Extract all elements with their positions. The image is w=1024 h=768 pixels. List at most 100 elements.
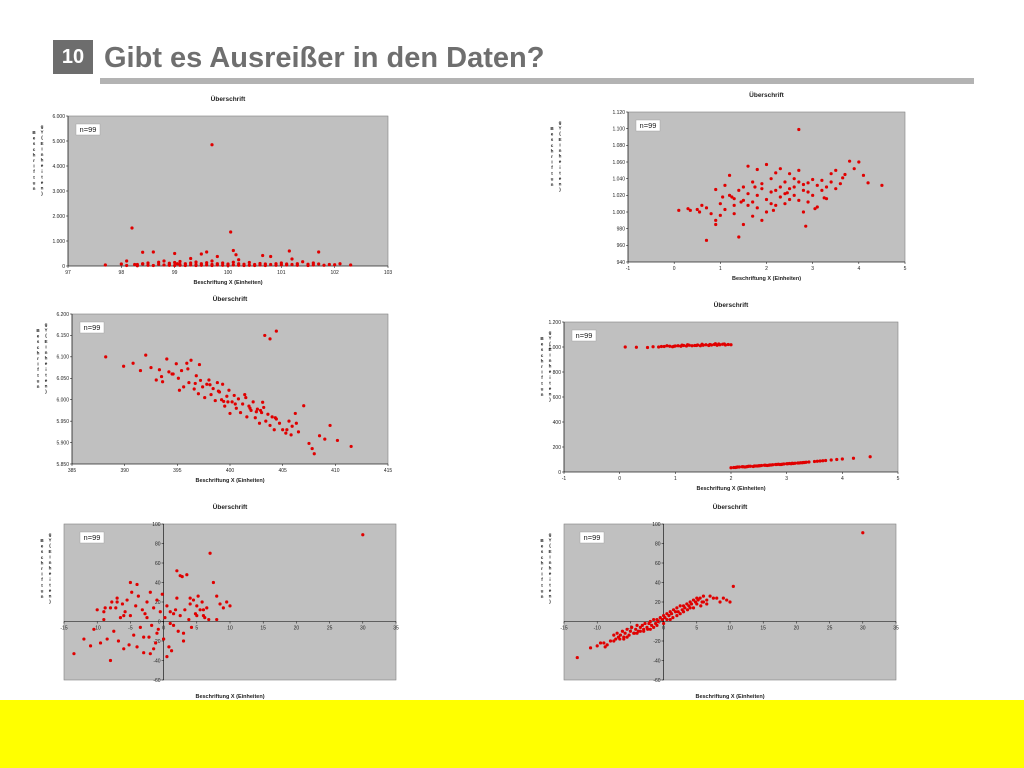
data-point [752,464,756,468]
data-point [663,616,667,620]
x-tick-label: 15 [260,626,266,632]
data-point [668,617,672,622]
y-tick-label: 60 [655,561,661,567]
data-point [618,637,622,641]
data-point [115,600,119,604]
data-point [741,185,746,189]
x-tick-label: -5 [128,626,133,632]
data-point [822,196,826,200]
x-tick-label: 30 [860,626,866,632]
data-point [185,573,189,577]
data-point [213,398,217,403]
data-point [227,388,231,392]
data-point [615,631,619,635]
data-point [769,177,773,181]
data-point [152,606,156,610]
data-point [254,410,258,414]
data-point [769,190,773,194]
data-point [778,195,782,199]
data-point [207,617,211,622]
svg-text:n=99: n=99 [84,323,101,332]
data-point [625,635,629,639]
data-point [676,610,680,614]
data-point [713,342,718,346]
data-point [764,162,769,167]
data-point [685,608,690,612]
data-point [201,608,206,612]
data-point [806,200,810,204]
data-point [746,164,750,168]
y-tick-label: 1.000 [548,345,561,351]
chart-title: Überschrift [213,502,249,511]
plot-area [627,111,906,263]
data-point [718,600,722,604]
y-tick-label: 600 [553,395,562,401]
data-point [349,444,353,449]
data-point [311,263,315,267]
data-point [608,639,613,643]
data-point [177,388,182,392]
data-point [789,462,793,466]
data-point [868,455,872,459]
data-point [185,361,189,365]
y-tick-label: 80 [155,541,161,547]
data-point [727,173,732,177]
data-point [673,610,678,614]
data-point [783,180,787,184]
data-point [215,617,219,622]
data-point [774,171,778,175]
data-point [880,183,884,187]
data-point [263,263,267,268]
data-point [174,362,178,366]
data-point [598,641,603,645]
data-point [151,250,155,254]
data-point [154,378,158,382]
x-tick-label: -15 [560,626,567,632]
y-tick-label: 0 [158,619,161,625]
data-point [233,402,237,406]
data-point [118,616,123,620]
data-point [187,380,191,385]
x-tick-label: 410 [331,468,340,474]
data-point [296,430,301,434]
data-point [248,406,252,410]
data-point [700,342,704,346]
data-point [671,616,675,620]
data-point [186,367,190,371]
y-tick-label: 1.060 [612,160,625,166]
data-point [760,182,764,186]
data-point [763,463,768,467]
data-point [755,206,759,210]
data-point [652,625,656,629]
data-point [767,463,771,467]
data-point [301,260,305,264]
chart-title: Überschrift [211,94,247,103]
data-point [640,623,644,627]
data-point [612,633,616,637]
data-point [168,621,172,626]
data-point [209,392,213,397]
data-point [705,602,709,606]
data-point [178,614,182,618]
chart-title: Überschrift [714,300,750,309]
data-point [800,461,804,465]
x-tick-label: -15 [60,626,67,632]
x-tick-label: 1 [719,266,722,272]
plot-area [63,523,397,681]
data-point [199,252,203,256]
data-point [741,198,746,202]
data-point [143,612,147,616]
data-point [290,424,294,428]
data-point [667,614,671,618]
data-point [751,200,755,204]
data-point [258,408,263,413]
data-point [171,612,176,616]
data-point [176,629,180,633]
data-point [778,185,782,189]
data-point [635,623,639,627]
data-point [678,612,682,616]
data-point [680,343,684,347]
data-point [236,397,241,401]
data-point [135,264,139,268]
data-point [705,598,709,602]
